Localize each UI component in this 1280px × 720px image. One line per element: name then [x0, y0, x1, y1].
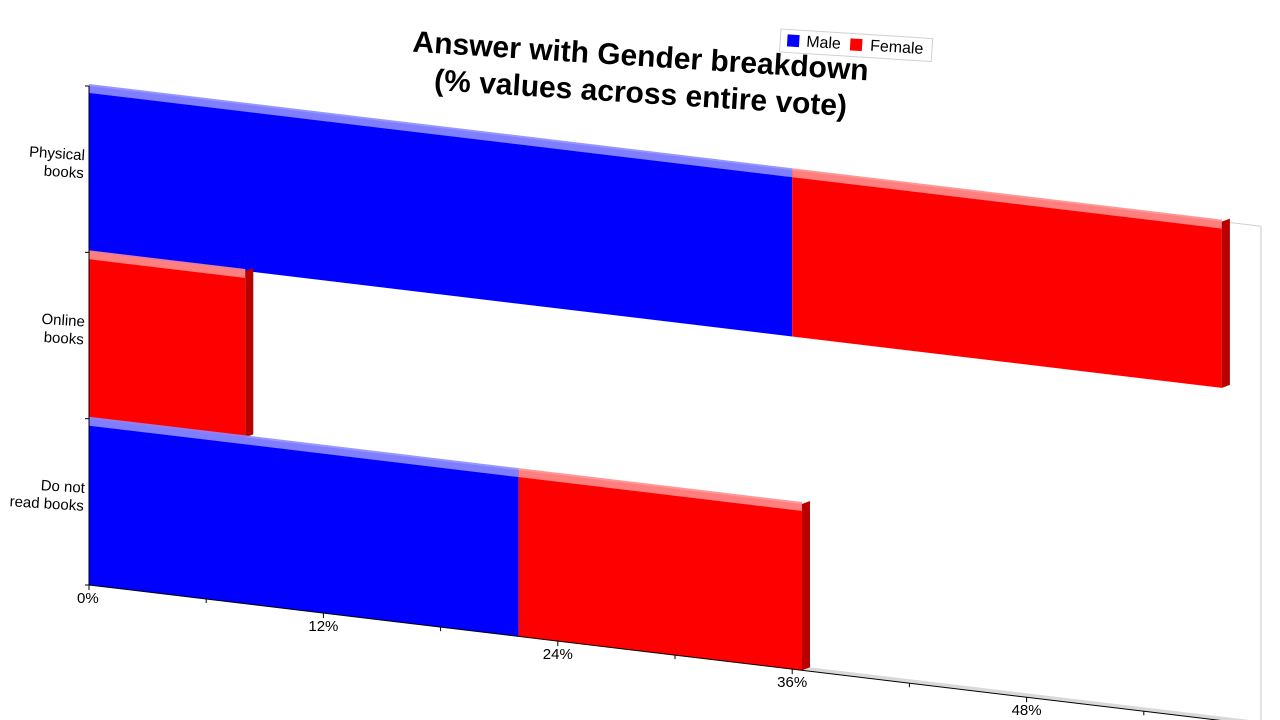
bar-top-highlight [89, 250, 246, 278]
x-tick-label: 0% [77, 590, 99, 607]
legend-swatch-female [849, 38, 863, 52]
y-category-label: Do not [40, 477, 86, 497]
bar-face [89, 252, 246, 438]
axis-layer: 0%12%24%36%48%60%PhysicalbooksOnlinebook… [9, 85, 1222, 720]
bar-female-physical-books [792, 168, 1222, 388]
y-category-label: books [43, 163, 84, 182]
bar-end-cap [245, 268, 254, 438]
legend-label-male: Male [806, 34, 842, 53]
y-category-label: Physical [29, 144, 86, 164]
bar-male-do-not-read-books [89, 416, 519, 637]
bar-top-highlight [89, 416, 519, 478]
bar-face [792, 170, 1222, 388]
bar-face [89, 86, 793, 337]
bar-top-highlight [792, 168, 1222, 229]
x-axis-line [88, 584, 1222, 720]
bars-layer [89, 84, 1230, 671]
bar-end-cap [802, 501, 810, 671]
y-category-label: Online [41, 311, 85, 331]
y-category-label: books [43, 329, 84, 348]
bar-male-physical-books [89, 84, 793, 337]
bar-top-highlight [89, 84, 793, 178]
legend-swatch-male [786, 34, 800, 48]
bar-female-do-not-read-books [518, 468, 802, 671]
bar-end-cap [1221, 218, 1230, 388]
x-tick-label: 48% [1012, 702, 1042, 719]
legend-label-female: Female [870, 38, 924, 58]
bar-female-online-books [89, 250, 246, 438]
bar-face [518, 470, 802, 671]
x-tick-label: 12% [308, 618, 338, 635]
legend: Male Female [779, 28, 934, 63]
y-category-label: read books [9, 493, 84, 515]
x-tick-label: 24% [543, 646, 573, 663]
bar-top-highlight [518, 468, 802, 511]
bar-face [89, 418, 519, 637]
x-tick-label: 36% [777, 674, 807, 691]
